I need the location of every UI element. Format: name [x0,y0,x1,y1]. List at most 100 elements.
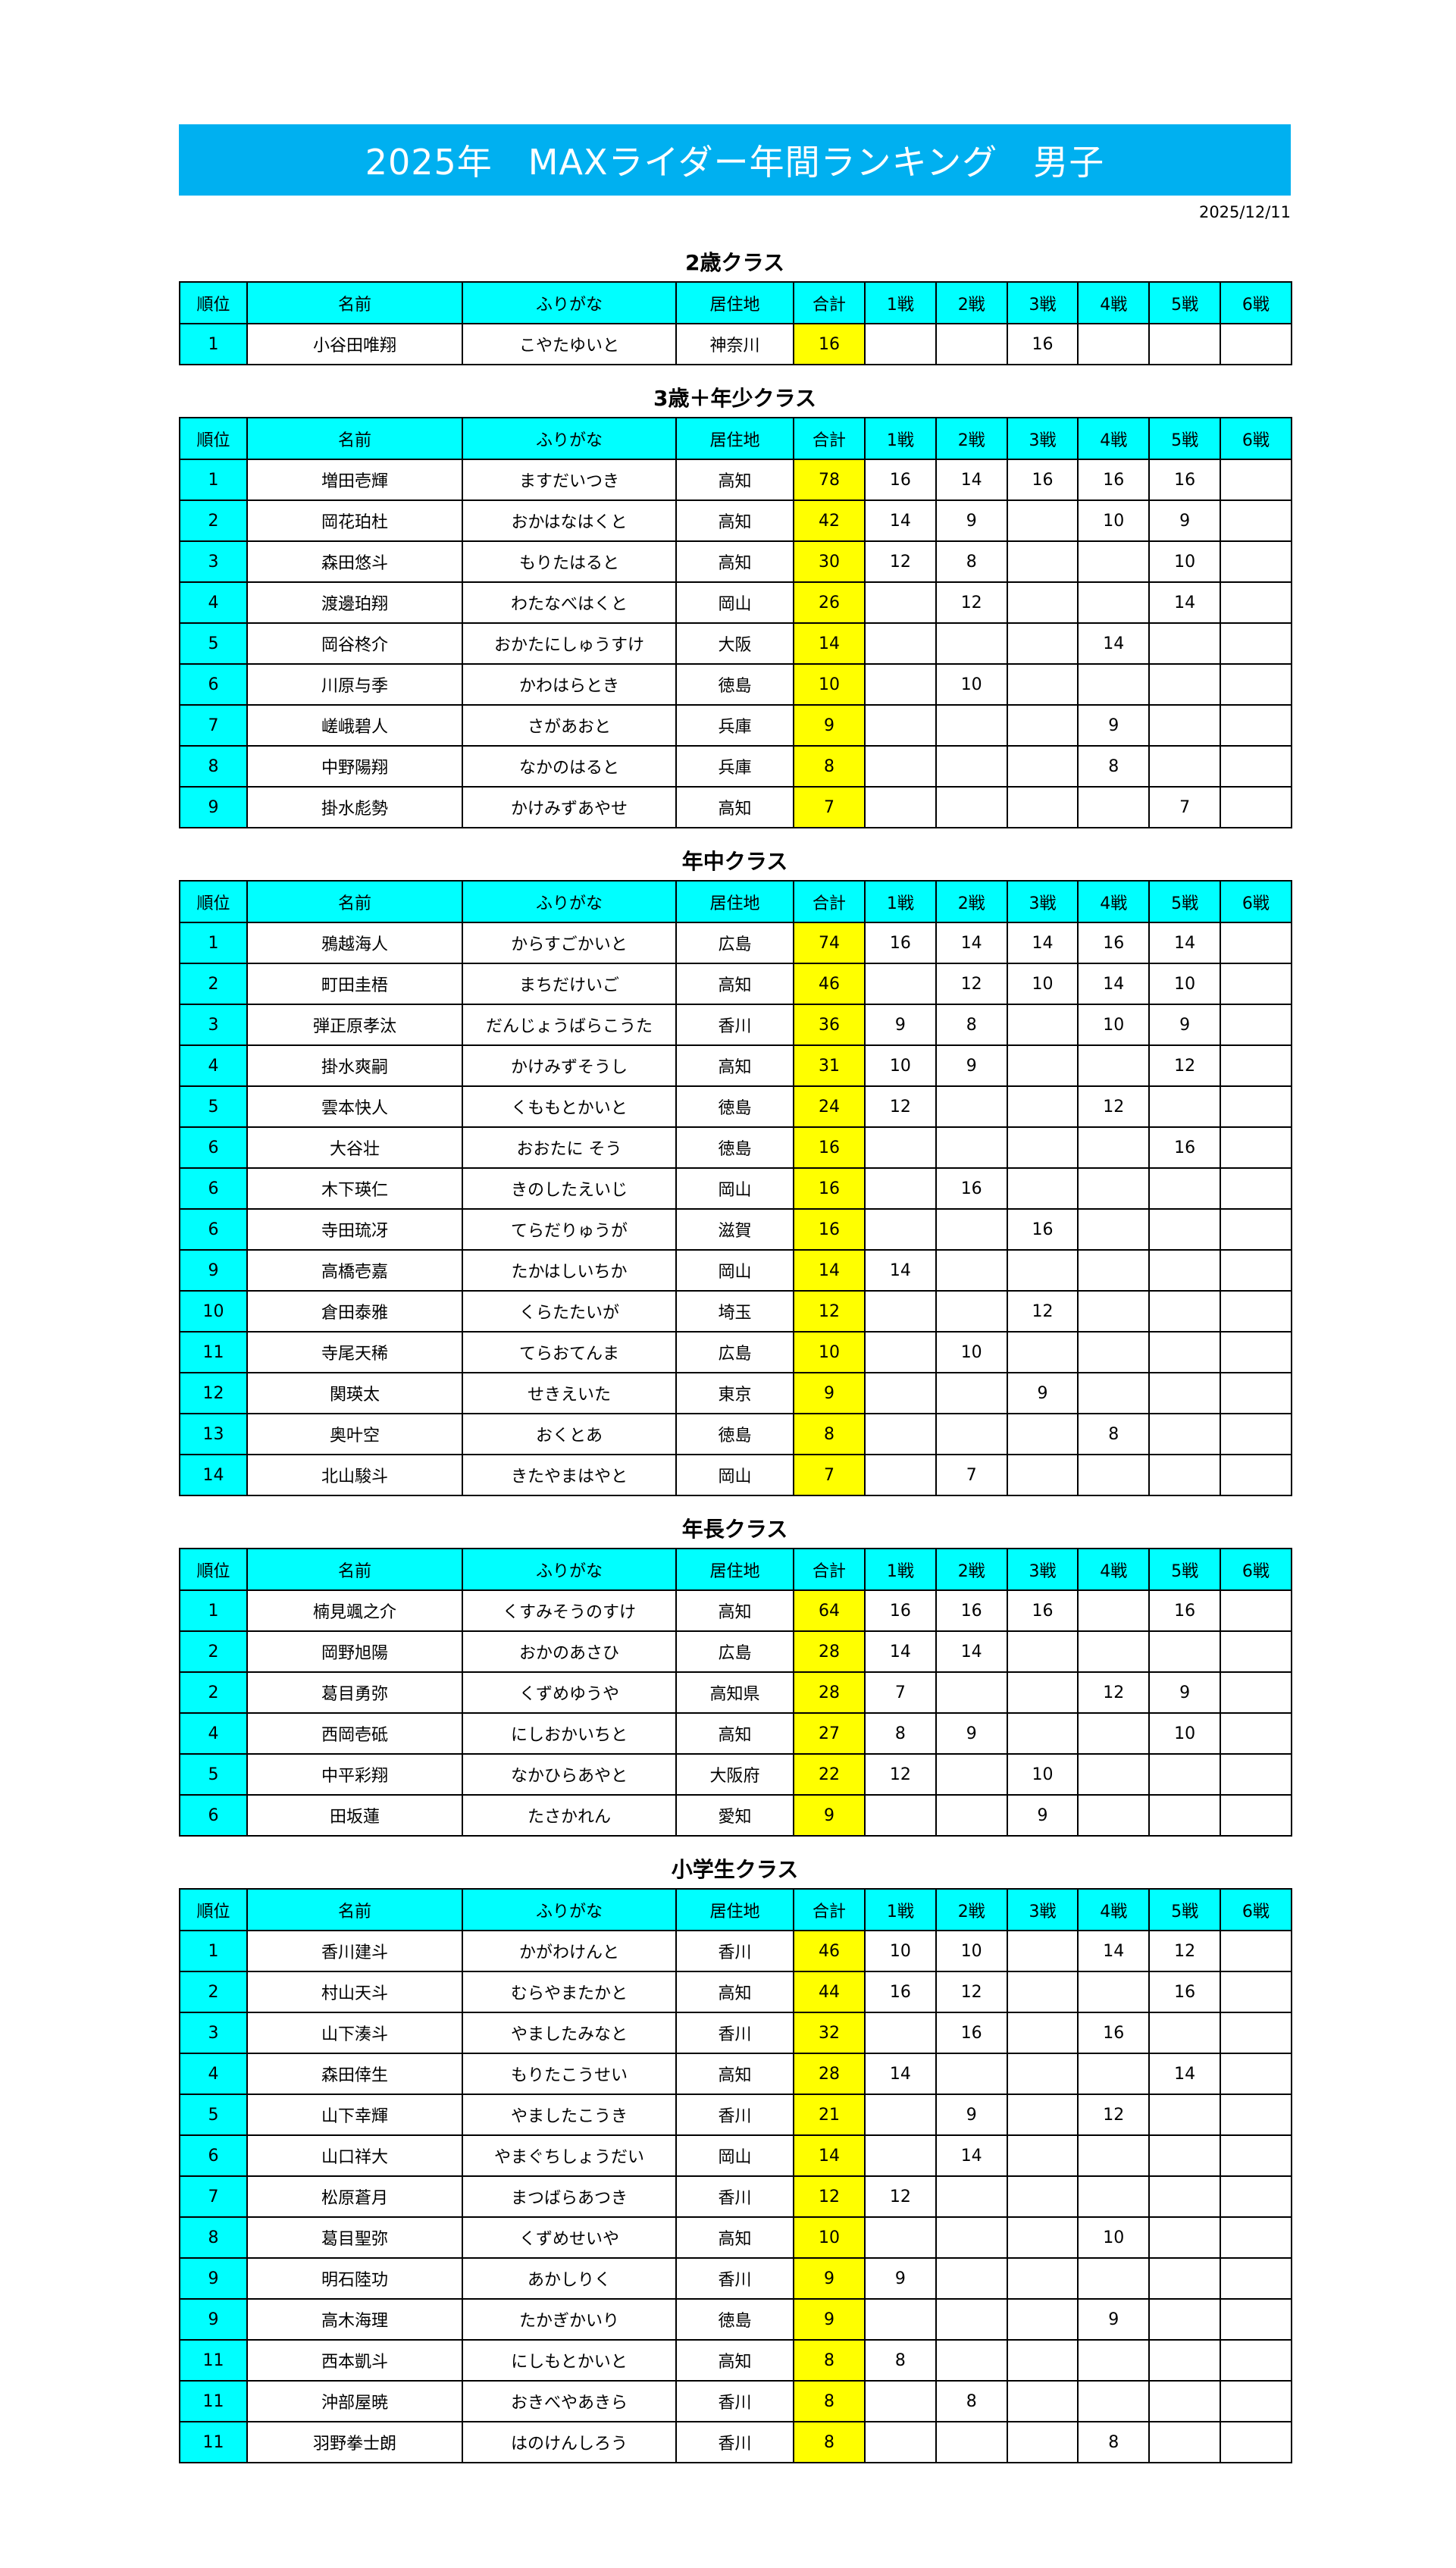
cell-round-2 [935,704,1008,747]
cell-residence: 高知 [675,459,794,501]
cell-name: 羽野拳士朗 [246,2421,463,2463]
cell-round-4: 8 [1077,745,1151,788]
table-row: 5 岡谷柊介 おかたにしゅうすけ 大阪 14 14 [179,622,1292,665]
cell-round-5 [1148,1331,1221,1373]
cell-rank: 6 [179,2134,248,2177]
cell-round-2: 14 [935,1630,1008,1673]
cell-round-2 [935,323,1008,365]
cell-rank: 7 [179,704,248,747]
cell-round-4: 12 [1077,1085,1151,1128]
cell-furigana: てらだりゅうが [462,1208,677,1251]
cell-residence: 広島 [675,1630,794,1673]
cell-round-6 [1219,1085,1292,1128]
cell-total: 7 [793,786,866,828]
cell-name: 弾正原孝汰 [246,1004,463,1046]
cell-total: 46 [793,1930,866,1972]
table-row: 4 掛水爽嗣 かけみずそうし 高知 31 10 9 12 [179,1044,1292,1087]
column-header-residence: 居住地 [675,1888,794,1931]
cell-total: 16 [793,1208,866,1251]
cell-round-5 [1148,622,1221,665]
cell-round-6 [1219,1167,1292,1210]
column-header-furigana: ふりがな [462,281,677,324]
cell-name: 山口祥大 [246,2134,463,2177]
table-row: 5 山下幸輝 やましたこうき 香川 21 9 12 [179,2094,1292,2136]
cell-rank: 9 [179,2298,248,2341]
cell-total: 24 [793,1085,866,1128]
cell-furigana: きたやまはやと [462,1454,677,1496]
cell-round-1: 16 [864,1589,937,1632]
cell-round-2: 10 [935,1331,1008,1373]
cell-round-5 [1148,2380,1221,2422]
cell-residence: 愛知 [675,1794,794,1837]
cell-round-6 [1219,1208,1292,1251]
cell-round-1: 7 [864,1671,937,1714]
cell-residence: 高知 [675,2339,794,2382]
cell-residence: 岡山 [675,1454,794,1496]
cell-residence: 高知 [675,540,794,583]
cell-name: 増田壱輝 [246,459,463,501]
cell-total: 32 [793,2012,866,2054]
cell-round-3: 12 [1006,1290,1079,1333]
cell-round-6 [1219,622,1292,665]
table-row: 11 西本凱斗 にしもとかいと 高知 8 8 [179,2339,1292,2382]
cell-round-4 [1077,1630,1151,1673]
cell-name: 葛目聖弥 [246,2216,463,2259]
cell-round-3 [1006,2094,1079,2136]
cell-round-6 [1219,1671,1292,1714]
cell-total: 22 [793,1753,866,1796]
cell-round-2: 16 [935,1589,1008,1632]
column-header-furigana: ふりがな [462,417,677,460]
table-row: 2 村山天斗 むらやまたかと 高知 44 16 12 16 [179,1971,1292,2013]
cell-residence: 広島 [675,1331,794,1373]
cell-round-6 [1219,1589,1292,1632]
cell-round-1: 12 [864,540,937,583]
cell-round-1: 12 [864,1753,937,1796]
column-header-total: 合計 [793,1888,866,1931]
cell-round-6 [1219,2094,1292,2136]
cell-residence: 神奈川 [675,323,794,365]
cell-round-4: 14 [1077,622,1151,665]
cell-round-5 [1148,2421,1221,2463]
cell-name: 嵯峨碧人 [246,704,463,747]
cell-residence: 岡山 [675,2134,794,2177]
cell-total: 27 [793,1712,866,1755]
cell-furigana: たかぎかいり [462,2298,677,2341]
class-section: 3歳＋年少クラス 順位 名前 ふりがな 居住地 合計 1戦 2戦 3戦 4戦 5戦 6戦 1 増田壱輝 ます… [179,381,1292,828]
cell-furigana: むらやまたかと [462,1971,677,2013]
cell-round-3 [1006,1331,1079,1373]
cell-round-6 [1219,963,1292,1005]
cell-name: 葛目勇弥 [246,1671,463,1714]
cell-round-6 [1219,2134,1292,2177]
cell-round-6 [1219,2339,1292,2382]
table-row: 1 鴉越海人 からすごかいと 広島 74 16 14 14 16 14 [179,922,1292,964]
cell-round-1 [864,2421,937,2463]
cell-round-1: 16 [864,922,937,964]
cell-round-4 [1077,323,1151,365]
cell-name: 奥叶空 [246,1413,463,1455]
cell-name: 森田悠斗 [246,540,463,583]
cell-name: 寺尾天稀 [246,1331,463,1373]
column-header-round-4: 4戦 [1077,1888,1151,1931]
cell-round-1 [864,323,937,365]
cell-round-5 [1148,1290,1221,1333]
cell-round-4 [1077,1454,1151,1496]
cell-total: 31 [793,1044,866,1087]
cell-round-4 [1077,1290,1151,1333]
cell-round-3 [1006,1930,1079,1972]
column-header-round-1: 1戦 [864,880,937,923]
cell-total: 9 [793,1372,866,1414]
cell-name: 松原蒼月 [246,2175,463,2218]
cell-furigana: おかはなはくと [462,500,677,542]
cell-round-5: 14 [1148,2053,1221,2095]
cell-round-4 [1077,1372,1151,1414]
cell-total: 9 [793,1794,866,1837]
cell-round-1 [864,1331,937,1373]
cell-round-1 [864,622,937,665]
cell-rank: 5 [179,1753,248,1796]
cell-round-2: 8 [935,1004,1008,1046]
cell-rank: 8 [179,2216,248,2259]
cell-name: 倉田泰雅 [246,1290,463,1333]
cell-round-4 [1077,2175,1151,2218]
cell-round-5: 10 [1148,1712,1221,1755]
cell-residence: 高知 [675,786,794,828]
